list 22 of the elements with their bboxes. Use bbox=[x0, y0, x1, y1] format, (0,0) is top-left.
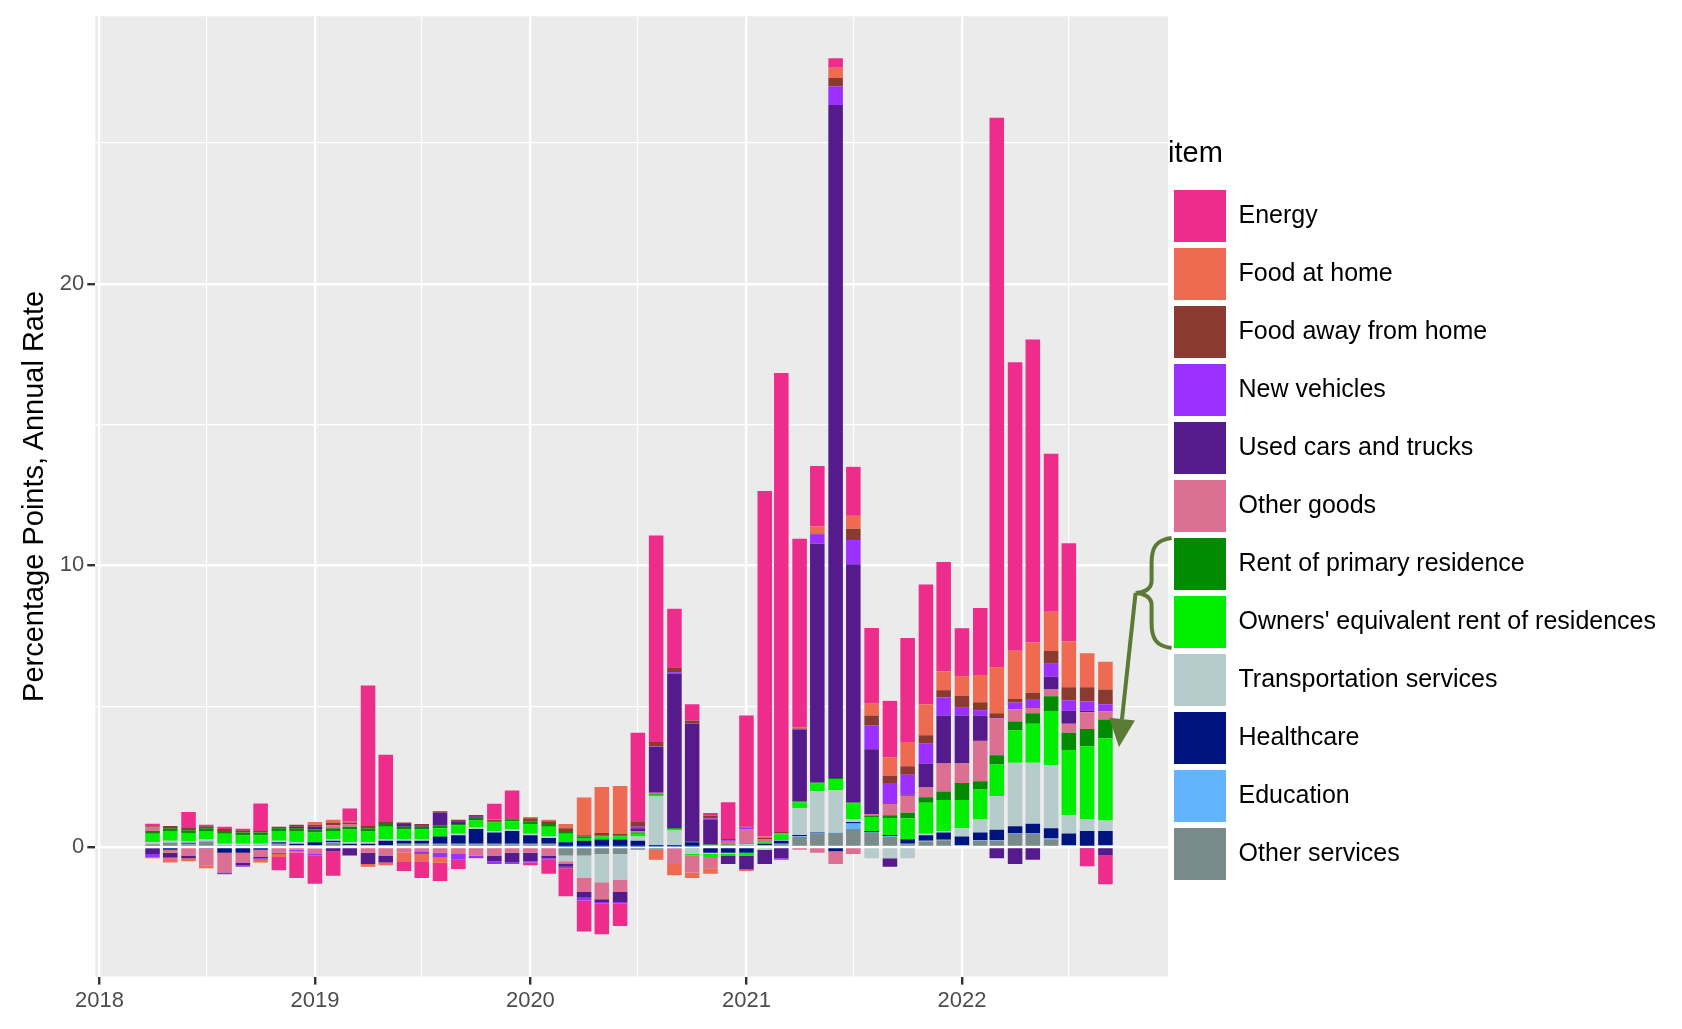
x-tick-label: 2019 bbox=[290, 986, 340, 1012]
legend-label: Rent of primary residence bbox=[1238, 547, 1525, 576]
legend-label: Other goods bbox=[1238, 489, 1377, 518]
legend-label: Education bbox=[1238, 779, 1350, 808]
legend-label: Owners' equivalent rent of residences bbox=[1238, 605, 1657, 634]
legend-label: Transportation services bbox=[1238, 663, 1498, 692]
y-tick-label: 20 bbox=[59, 269, 85, 295]
legend-title: item bbox=[1168, 135, 1223, 168]
legend-label: Food at home bbox=[1238, 257, 1393, 286]
x-tick-label: 2021 bbox=[721, 986, 771, 1012]
y-tick-label: 0 bbox=[72, 833, 85, 859]
legend-label: Used cars and trucks bbox=[1238, 431, 1474, 460]
legend-label: Healthcare bbox=[1238, 721, 1360, 750]
x-tick-label: 2018 bbox=[74, 986, 124, 1012]
y-tick-label: 10 bbox=[59, 551, 85, 577]
x-tick-label: 2020 bbox=[505, 986, 555, 1012]
legend-label: New vehicles bbox=[1238, 373, 1386, 402]
x-tick-label: 2022 bbox=[937, 986, 987, 1012]
legend-label: Food away from home bbox=[1238, 315, 1488, 344]
y-axis-title: Percentage Points, Annual Rate bbox=[17, 290, 50, 702]
legend-label: Other services bbox=[1238, 837, 1400, 866]
legend-label: Energy bbox=[1238, 199, 1319, 228]
